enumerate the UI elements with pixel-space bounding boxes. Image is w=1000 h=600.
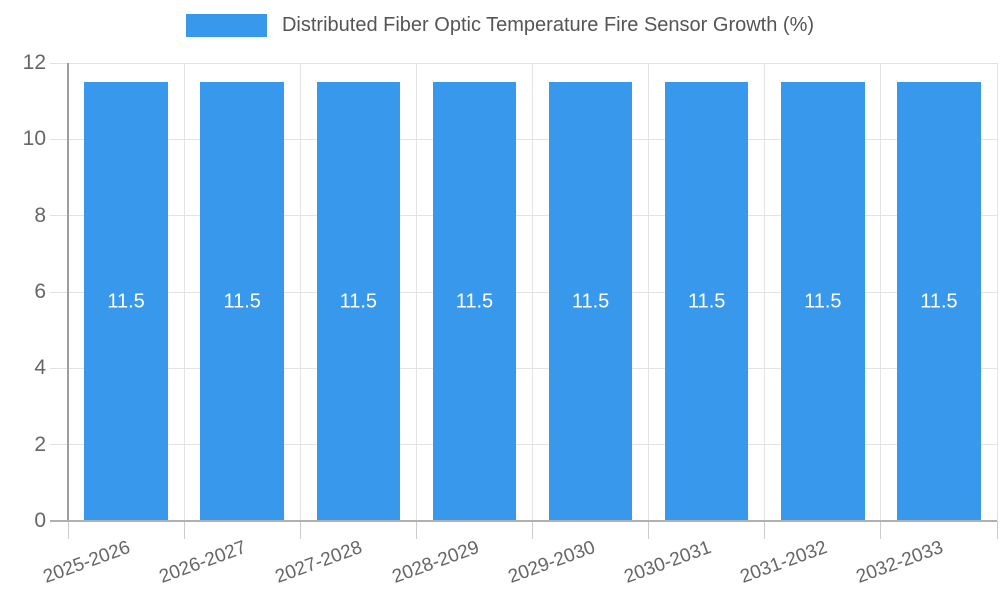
y-gridline — [50, 215, 997, 217]
bar[interactable] — [664, 82, 749, 521]
x-gridline — [183, 63, 185, 521]
bar[interactable] — [432, 82, 517, 521]
x-tick-label-text: 2027-2028 — [272, 537, 366, 588]
y-tick-label: 0 — [34, 509, 46, 532]
legend-swatch-icon[interactable] — [185, 14, 267, 37]
x-gridline — [996, 63, 998, 521]
y-tick-label: 2 — [34, 432, 46, 456]
x-tick-label-text: 2032-2033 — [853, 537, 947, 588]
legend-label[interactable]: Distributed Fiber Optic Temperature Fire… — [281, 14, 815, 36]
x-axis-tick — [996, 521, 998, 539]
y-tick-label: 8 — [34, 203, 46, 227]
y-tick-label: 12 — [22, 51, 46, 74]
x-axis-tick — [764, 521, 766, 539]
x-gridline — [880, 63, 882, 521]
x-axis-tick — [880, 521, 882, 539]
x-axis-tick — [532, 521, 533, 539]
y-gridline — [50, 367, 997, 369]
bar-value-label: 11.5 — [687, 290, 726, 313]
x-axis-tick — [67, 521, 69, 539]
y-gridline — [50, 62, 997, 64]
x-gridline — [648, 63, 650, 521]
bar-value-label: 11.5 — [339, 290, 378, 313]
bar[interactable] — [316, 82, 401, 521]
y-tick-label: 6 — [34, 280, 46, 303]
bar[interactable] — [84, 82, 168, 521]
x-tick-label-text: 2030-2031 — [621, 537, 714, 588]
bar-value-label: 11.5 — [455, 290, 494, 313]
bar-value-label: 11.5 — [107, 290, 145, 313]
x-tick-label-text: 2028-2029 — [389, 537, 482, 588]
bar[interactable] — [897, 82, 981, 521]
legend: Distributed Fiber Optic Temperature Fire… — [0, 14, 1000, 37]
bar-value-label: 11.5 — [223, 290, 261, 313]
bar[interactable] — [781, 82, 865, 521]
bar-value-label: 11.5 — [920, 290, 958, 313]
x-gridline — [299, 63, 301, 521]
x-axis-tick — [299, 521, 301, 539]
y-gridline — [50, 444, 997, 446]
bar[interactable] — [548, 82, 633, 521]
bar-value-label: 11.5 — [804, 290, 842, 313]
x-gridline — [764, 63, 766, 521]
y-axis-line — [67, 63, 69, 521]
y-tick-label: 4 — [34, 356, 46, 380]
x-tick-label-text: 2025-2026 — [40, 537, 134, 588]
x-axis-tick — [183, 521, 185, 539]
x-gridline — [532, 63, 533, 521]
x-axis-line — [50, 520, 997, 522]
y-gridline — [50, 291, 997, 293]
y-gridline — [50, 138, 997, 140]
x-tick-label-text: 2026-2027 — [156, 537, 250, 588]
x-gridline — [415, 63, 417, 521]
x-tick-label-text: 2031-2032 — [737, 537, 830, 588]
x-tick-label-text: 2029-2030 — [505, 537, 598, 588]
x-axis-tick — [648, 521, 650, 539]
y-tick-label: 10 — [22, 127, 46, 151]
bar[interactable] — [200, 82, 284, 521]
x-axis-tick — [415, 521, 417, 539]
bar-value-label: 11.5 — [571, 290, 610, 313]
